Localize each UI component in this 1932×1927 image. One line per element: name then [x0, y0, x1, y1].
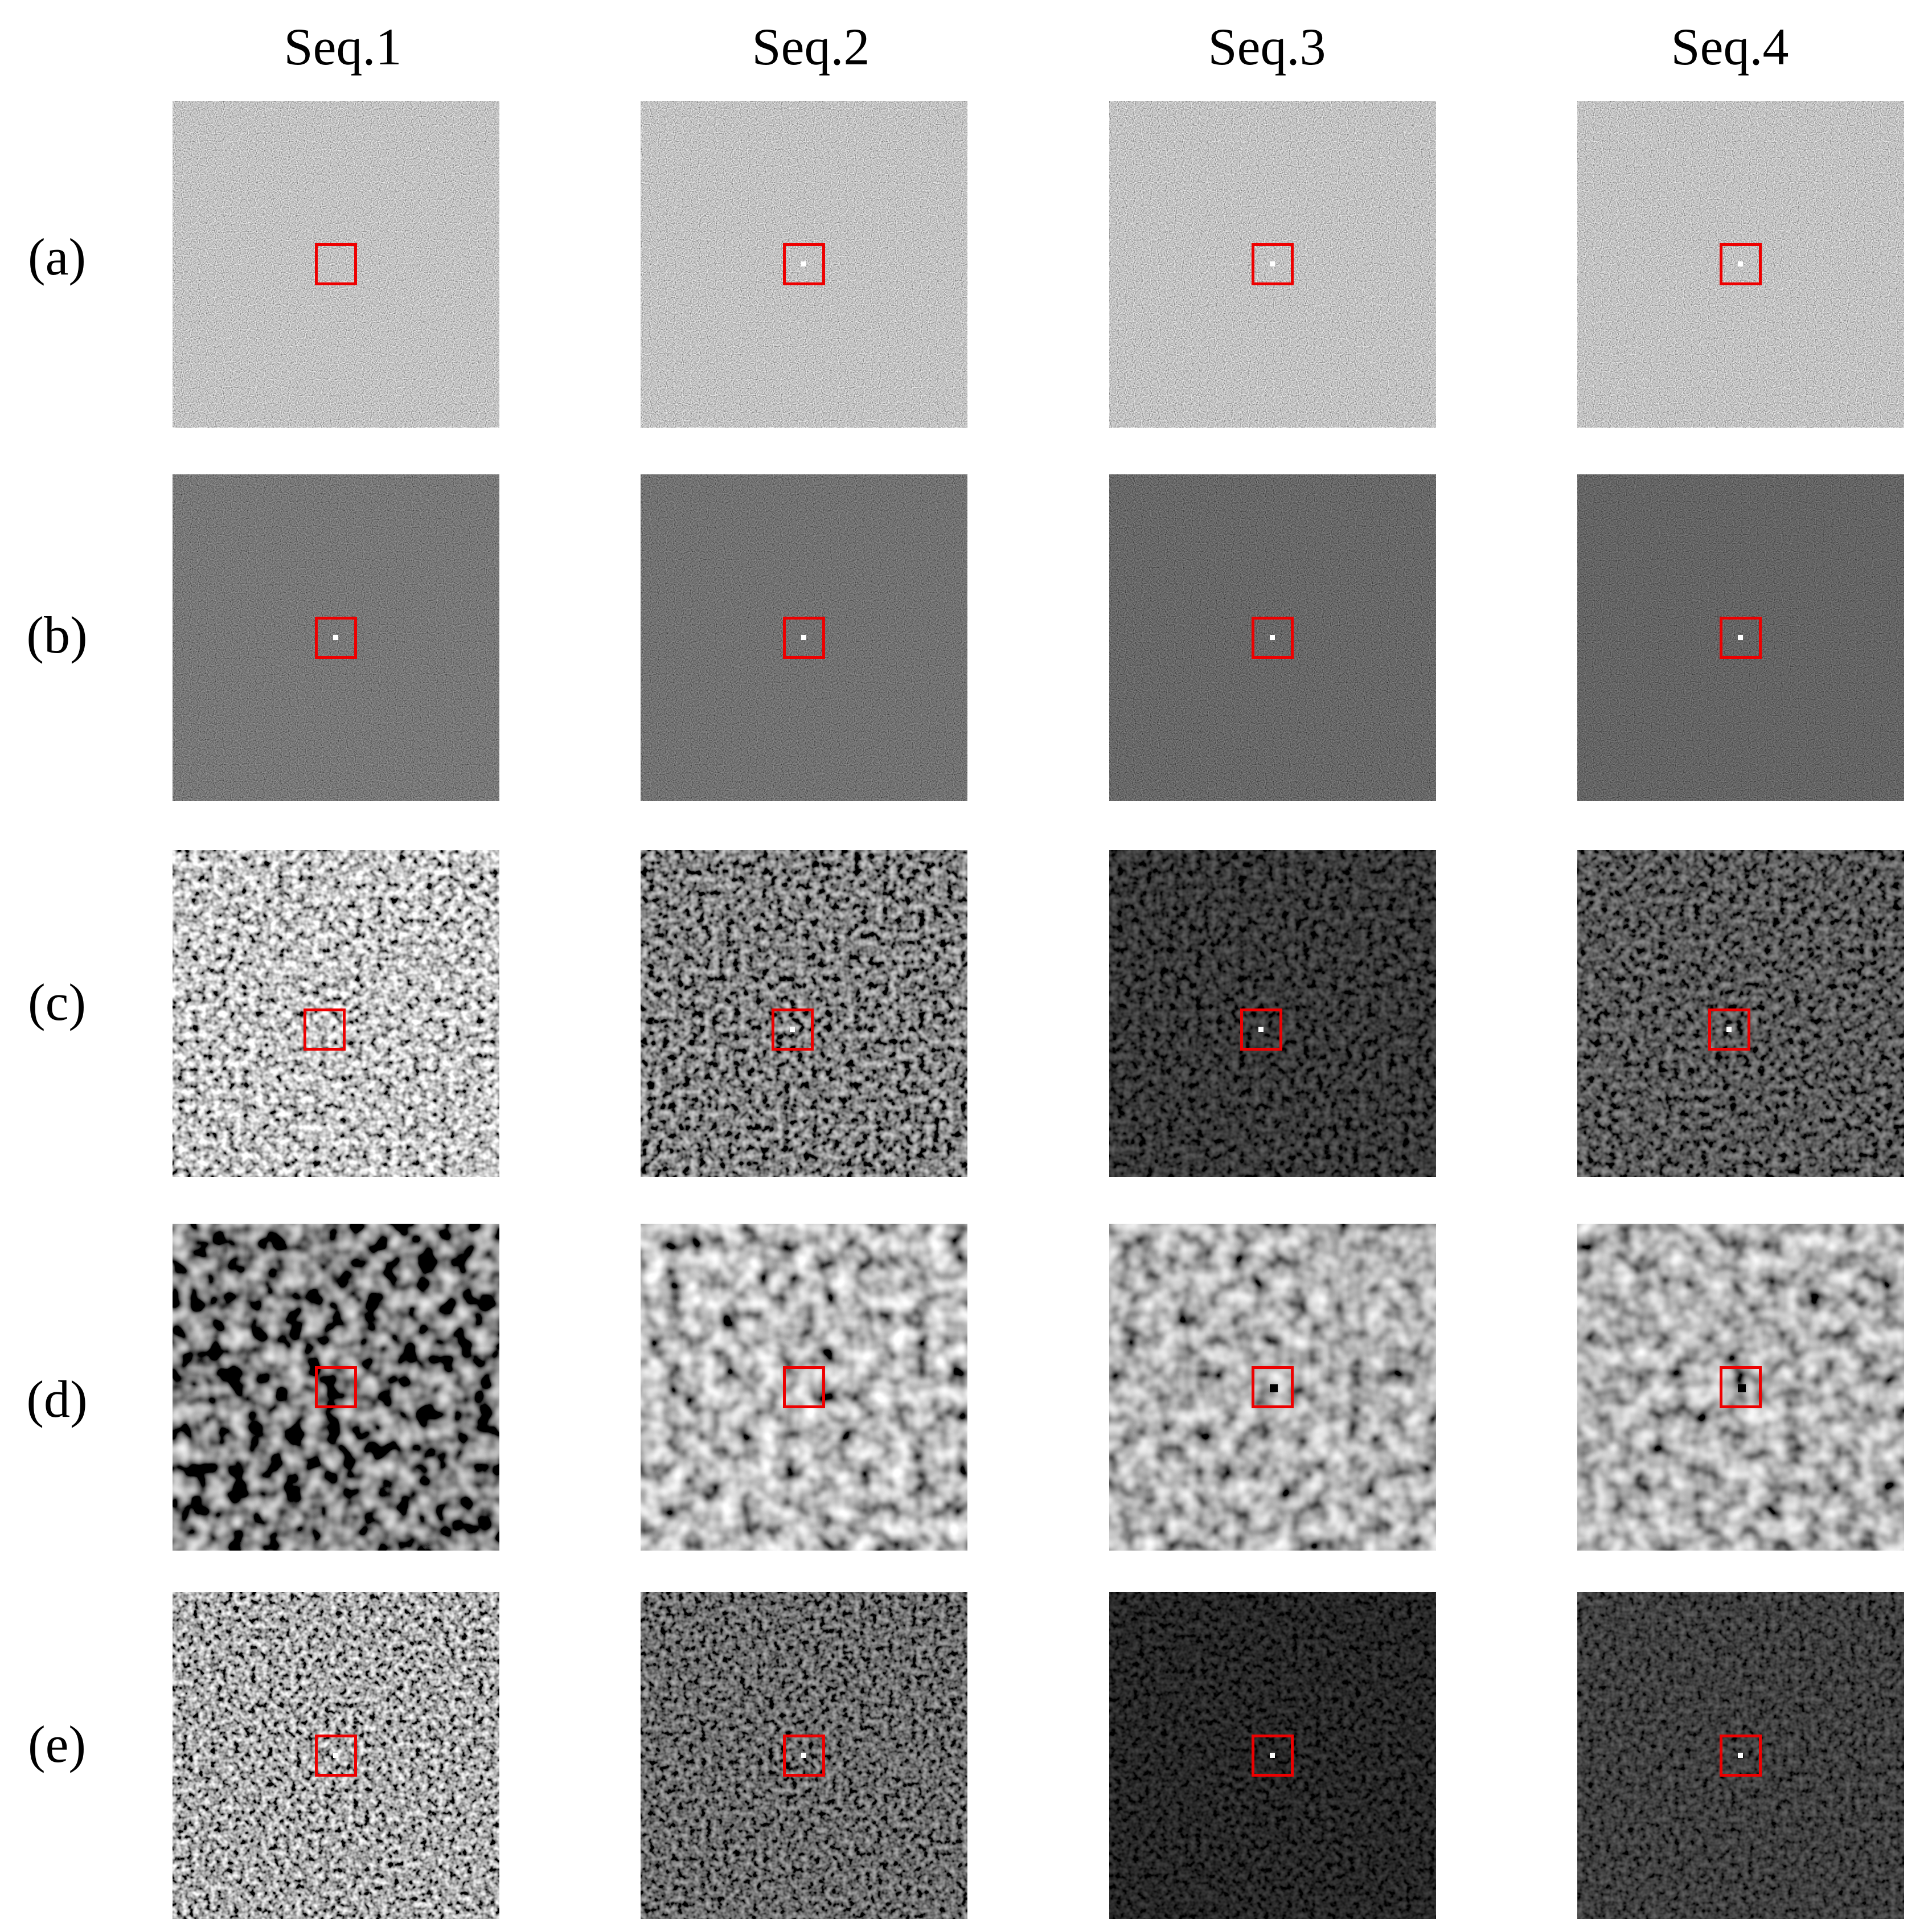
target-dot [1738, 635, 1743, 640]
image-panel [173, 101, 499, 428]
target-box [1720, 243, 1762, 285]
target-box [1708, 1008, 1750, 1051]
image-panel [173, 850, 499, 1177]
target-box [1252, 243, 1294, 285]
row-label: (c) [28, 973, 86, 1031]
target-box [315, 243, 357, 285]
target-dot [1258, 1027, 1264, 1032]
target-dot [801, 1753, 806, 1758]
row-label: (b) [26, 606, 87, 664]
target-box [1252, 1735, 1294, 1777]
target-dot [801, 261, 806, 266]
column-header: Seq.4 [1671, 18, 1789, 76]
target-dot [1270, 1384, 1278, 1392]
target-dot [1270, 635, 1275, 640]
target-box [315, 1366, 357, 1408]
target-dot [1726, 1027, 1732, 1032]
target-dot [801, 635, 806, 640]
target-dot [1738, 261, 1743, 266]
row-label: (d) [26, 1370, 87, 1428]
target-box [1720, 617, 1762, 659]
target-box [1720, 1366, 1762, 1408]
image-panel [1109, 850, 1436, 1177]
column-header: Seq.1 [284, 18, 402, 76]
target-dot [1270, 1753, 1275, 1758]
row-label: (e) [28, 1715, 86, 1773]
target-box [1720, 1735, 1762, 1777]
target-box [772, 1008, 814, 1051]
target-dot [1270, 261, 1275, 266]
image-panel [173, 1224, 499, 1551]
target-box [783, 617, 825, 659]
target-box [783, 1735, 825, 1777]
target-box [303, 1008, 346, 1051]
image-panel [641, 850, 967, 1177]
target-dot [1738, 1753, 1743, 1758]
column-header: Seq.3 [1208, 18, 1326, 76]
target-box [783, 1366, 825, 1408]
column-header: Seq.2 [752, 18, 870, 76]
image-panel [641, 1224, 967, 1551]
target-box [1252, 617, 1294, 659]
target-box [315, 1735, 357, 1777]
row-label: (a) [28, 228, 86, 286]
target-dot [1738, 1384, 1746, 1392]
image-panel [1577, 850, 1904, 1177]
target-box [783, 243, 825, 285]
target-box [1252, 1366, 1294, 1408]
target-box [315, 617, 357, 659]
target-dot [333, 1753, 338, 1758]
target-dot [333, 635, 338, 640]
target-box [1240, 1008, 1282, 1051]
target-dot [790, 1027, 795, 1032]
